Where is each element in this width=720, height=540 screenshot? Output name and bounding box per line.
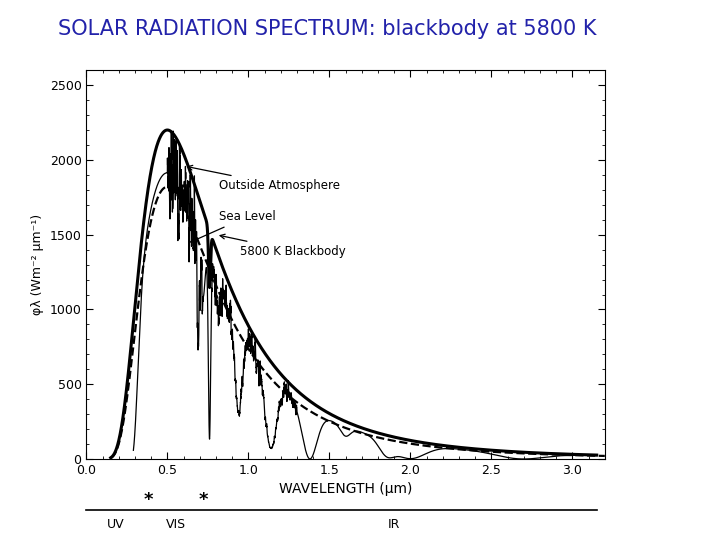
Text: *: *: [198, 491, 208, 509]
Text: *: *: [143, 491, 153, 509]
Text: SOLAR RADIATION SPECTRUM: blackbody at 5800 K: SOLAR RADIATION SPECTRUM: blackbody at 5…: [58, 19, 596, 39]
Text: IR: IR: [388, 518, 400, 531]
Y-axis label: φλ (Wm⁻² μm⁻¹): φλ (Wm⁻² μm⁻¹): [31, 214, 44, 315]
Text: UV: UV: [107, 518, 125, 531]
Text: 5800 K Blackbody: 5800 K Blackbody: [220, 234, 346, 258]
Text: VIS: VIS: [166, 518, 186, 531]
Text: Sea Level: Sea Level: [191, 210, 276, 242]
X-axis label: WAVELENGTH (μm): WAVELENGTH (μm): [279, 482, 413, 496]
Text: Outside Atmosphere: Outside Atmosphere: [188, 165, 341, 192]
